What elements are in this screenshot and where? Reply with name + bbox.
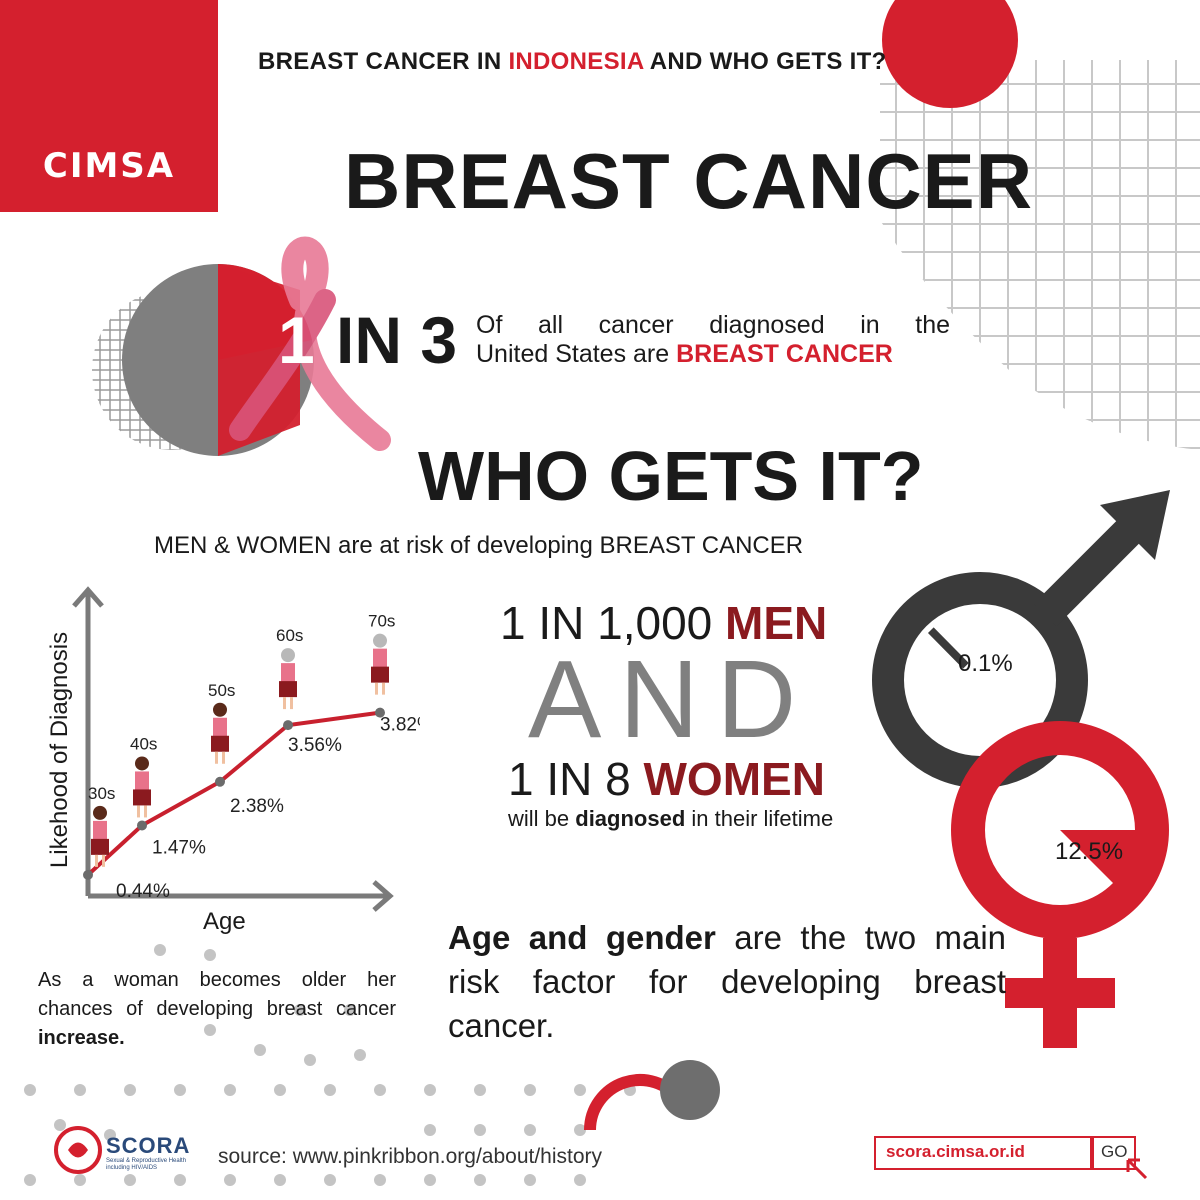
chart-axes — [72, 586, 394, 912]
stat-text-line2: United States are BREAST CANCER — [476, 340, 893, 368]
men-stat: 1 IN 1,000 MEN — [500, 597, 828, 649]
stat-in-three: IN 3 — [336, 303, 458, 377]
age-category-label: 50s — [208, 681, 235, 700]
women-stat: 1 IN 8 WOMEN — [508, 753, 825, 805]
woman-figure-icon — [371, 633, 389, 695]
stat-text-line1: Of all cancer diagnosed in the — [476, 311, 950, 339]
url-text: scora.cimsa.or.id — [886, 1142, 1025, 1161]
gray-ball-decor — [660, 1060, 720, 1120]
age-category-label: 70s — [368, 612, 395, 631]
who-subtitle: MEN & WOMEN are at risk of developing BR… — [154, 532, 804, 559]
logo-text: CIMSA — [42, 146, 176, 186]
page-subtitle: BREAST CANCER IN INDONESIA AND WHO GETS … — [258, 48, 887, 75]
data-label: 3.56% — [288, 735, 342, 756]
and-text: AND — [528, 638, 815, 761]
scora-name: SCORA — [106, 1133, 191, 1158]
age-category-label: 30s — [88, 784, 115, 803]
women-percent: 12.5% — [1055, 838, 1124, 865]
y-axis-label: Likehood of Diagnosis — [46, 631, 73, 869]
woman-figure-icon — [91, 805, 109, 867]
scora-subtitle: Sexual & Reproductive Health including H… — [106, 1158, 187, 1171]
go-button[interactable] — [1092, 1136, 1136, 1170]
scora-logo-icon — [54, 1126, 102, 1174]
logo-panel[interactable]: CIMSA — [0, 0, 218, 212]
data-label: 1.47% — [152, 837, 206, 858]
red-circle-decor — [882, 0, 1018, 108]
woman-figure-icon — [279, 648, 297, 710]
url-field[interactable] — [874, 1136, 1092, 1170]
data-point — [83, 869, 93, 880]
x-axis-label: Age — [203, 908, 246, 935]
age-category-label: 60s — [276, 626, 303, 645]
who-heading: WHO GETS IT? — [418, 437, 924, 515]
page-title: BREAST CANCER — [344, 137, 1034, 225]
woman-figure-icon — [133, 756, 151, 818]
data-point — [137, 820, 147, 831]
data-label: 3.82% — [380, 715, 420, 736]
woman-figure-icon — [211, 702, 229, 764]
go-label: GO — [1101, 1142, 1128, 1161]
data-label: 0.44% — [116, 881, 170, 902]
age-note: As a woman becomes older her chances of … — [38, 969, 396, 1049]
dot-pattern — [24, 944, 636, 1186]
pink-ribbon-icon — [229, 236, 391, 451]
data-point — [283, 720, 293, 731]
data-point — [375, 707, 385, 718]
summary-text: Age and gender are the two main risk fac… — [448, 919, 1006, 1044]
data-point — [215, 776, 225, 787]
men-percent: 0.1% — [958, 650, 1013, 677]
data-label: 2.38% — [230, 796, 284, 817]
age-chart: 0.44% 30s 1.47% 40s 2.38% 50s 3.56% 60s 3.82% 70s — [72, 586, 420, 912]
age-category-label: 40s — [130, 734, 157, 753]
female-symbol-icon — [951, 721, 1169, 1048]
grid-pattern — [880, 60, 1200, 450]
diagnosed-text: will be diagnosed in their lifetime — [508, 806, 834, 831]
stat-one: 1 — [278, 303, 315, 377]
source-link[interactable]: source: www.pinkribbon.org/about/history — [218, 1145, 603, 1168]
